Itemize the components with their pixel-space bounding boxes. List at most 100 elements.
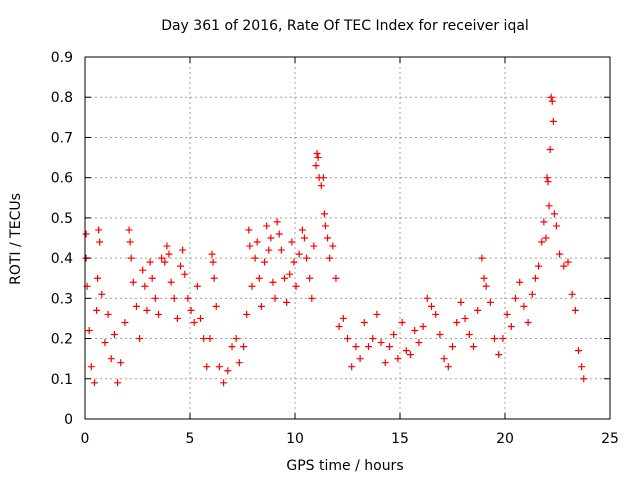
data-point	[556, 250, 564, 258]
data-point	[524, 318, 532, 326]
y-tick-label: 0.1	[51, 372, 73, 388]
data-point	[141, 282, 149, 290]
data-point	[531, 274, 539, 282]
y-axis-label: ROTI / TECUs	[8, 193, 24, 285]
data-point	[129, 278, 137, 286]
data-point	[390, 331, 398, 339]
data-point	[339, 314, 347, 322]
data-point	[200, 335, 208, 343]
data-point	[407, 351, 414, 359]
x-tick-label: 25	[601, 431, 619, 447]
plot-frame	[84, 56, 611, 420]
data-point	[411, 327, 419, 335]
data-point	[85, 327, 93, 335]
data-point	[206, 335, 214, 343]
data-point	[251, 254, 259, 262]
data-point	[335, 322, 343, 330]
data-point	[82, 230, 90, 238]
data-point	[461, 314, 469, 322]
data-point	[329, 242, 337, 250]
data-point	[546, 146, 554, 154]
data-point	[210, 274, 218, 282]
axis-ticks: 0 5 10 15 20 25 0 0.1 0.2 0.3 0.4 0.5 0.6 0.7 0.8 0.9	[51, 50, 619, 447]
data-point	[146, 258, 154, 266]
data-point	[377, 339, 385, 347]
data-point	[324, 234, 332, 242]
x-axis-label: GPS time / hours	[286, 458, 403, 474]
data-point	[90, 379, 98, 387]
data-point	[432, 310, 440, 318]
data-point	[197, 314, 204, 322]
data-point	[228, 343, 236, 351]
data-point	[163, 242, 171, 250]
data-point	[326, 254, 334, 262]
data-point	[286, 270, 294, 278]
data-point	[423, 294, 431, 302]
y-tick-label: 0.9	[51, 50, 73, 66]
y-tick-label: 0.8	[51, 90, 73, 106]
data-point	[257, 302, 265, 310]
y-tick-label: 0.5	[51, 211, 73, 227]
data-point	[288, 238, 296, 246]
data-point	[444, 363, 452, 371]
data-point	[542, 234, 550, 242]
x-tick-label: 0	[81, 431, 90, 447]
data-point	[148, 274, 156, 282]
data-point	[283, 298, 291, 306]
data-point	[550, 210, 558, 218]
data-point	[486, 298, 494, 306]
data-point	[143, 306, 151, 314]
data-point	[190, 318, 198, 326]
data-point	[440, 355, 448, 363]
data-point	[402, 347, 410, 355]
data-point	[96, 238, 104, 246]
data-point	[290, 258, 298, 266]
data-point	[528, 290, 536, 298]
data-point	[491, 335, 498, 343]
data-point	[419, 322, 427, 330]
data-point	[352, 343, 360, 351]
y-tick-label: 0.3	[51, 291, 73, 307]
data-point	[208, 250, 216, 258]
data-point	[520, 302, 528, 310]
data-point	[98, 290, 106, 298]
data-point	[165, 250, 173, 258]
data-point	[158, 254, 166, 262]
data-point	[321, 222, 329, 230]
data-point	[344, 335, 351, 343]
data-point	[313, 150, 321, 158]
data-point	[101, 339, 109, 347]
data-point	[564, 258, 572, 266]
data-point	[215, 363, 223, 371]
data-point	[245, 226, 253, 234]
data-point	[543, 174, 551, 182]
data-point	[560, 262, 568, 270]
data-point	[243, 310, 251, 318]
data-point	[275, 230, 283, 238]
data-points	[82, 93, 588, 387]
data-point	[482, 282, 490, 290]
data-point	[538, 238, 546, 246]
data-point	[369, 335, 377, 343]
data-point	[568, 290, 576, 298]
data-point	[277, 246, 285, 254]
data-point	[381, 359, 389, 367]
data-point	[303, 254, 311, 262]
data-point	[348, 363, 356, 371]
data-point	[319, 174, 327, 182]
data-point	[512, 294, 519, 302]
data-point	[151, 294, 159, 302]
data-point	[549, 117, 557, 125]
data-point	[503, 310, 511, 318]
data-point	[255, 274, 263, 282]
data-point	[571, 306, 579, 314]
data-point	[132, 302, 140, 310]
data-point	[265, 246, 273, 254]
data-point	[457, 298, 465, 306]
data-point	[273, 218, 281, 226]
y-tick-label: 0.6	[51, 171, 73, 187]
y-tick-label: 0.7	[51, 130, 73, 146]
data-point	[516, 278, 524, 286]
data-point	[177, 262, 185, 270]
